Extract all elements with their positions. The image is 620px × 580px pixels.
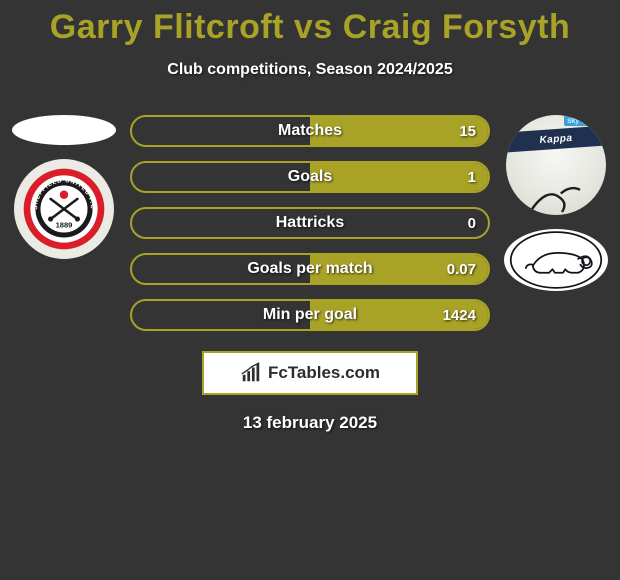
stat-right-value: 15 — [459, 117, 476, 145]
stat-row-matches: Matches 15 — [130, 115, 490, 147]
left-club-badge: 1889 SHEFFIELD UNITED F.C — [14, 159, 114, 259]
ram-icon — [506, 231, 606, 289]
left-player-column: 1889 SHEFFIELD UNITED F.C — [8, 115, 120, 259]
stat-bars: Matches 15 Goals 1 Hattricks 0 — [120, 115, 500, 331]
shield-icon: 1889 SHEFFIELD UNITED F.C — [22, 167, 106, 251]
snapshot-date: 13 february 2025 — [0, 413, 620, 433]
stat-row-mpg: Min per goal 1424 — [130, 299, 490, 331]
source-logo-text: FcTables.com — [268, 363, 380, 383]
page-subtitle: Club competitions, Season 2024/2025 — [0, 61, 620, 79]
right-player-column: sky BET Kappa — [500, 115, 612, 291]
stat-label: Hattricks — [132, 209, 488, 237]
stat-row-gpm: Goals per match 0.07 — [130, 253, 490, 285]
stat-right-value: 1 — [468, 163, 476, 191]
kit-sponsor-badge: sky BET — [564, 115, 600, 126]
kit-decoration-icon — [506, 155, 606, 215]
stat-label: Matches — [132, 117, 488, 145]
stat-row-goals: Goals 1 — [130, 161, 490, 193]
comparison-infographic: Garry Flitcroft vs Craig Forsyth Club co… — [0, 0, 620, 580]
stat-label: Goals per match — [132, 255, 488, 283]
stat-right-value: 1424 — [443, 301, 476, 329]
source-logo[interactable]: FcTables.com — [202, 351, 418, 395]
stat-row-hattricks: Hattricks 0 — [130, 207, 490, 239]
right-player-avatar: sky BET Kappa — [506, 115, 606, 215]
club-year: 1889 — [56, 220, 73, 229]
content-row: 1889 SHEFFIELD UNITED F.C Matches 15 — [0, 115, 620, 331]
page-title: Garry Flitcroft vs Craig Forsyth — [0, 0, 620, 47]
left-player-avatar — [12, 115, 116, 145]
bar-chart-icon — [240, 362, 262, 384]
stat-right-value: 0 — [468, 209, 476, 237]
stat-right-value: 0.07 — [447, 255, 476, 283]
right-club-badge — [504, 229, 608, 291]
kit-brand-strip: Kappa — [506, 125, 606, 153]
stat-label: Min per goal — [132, 301, 488, 329]
stat-label: Goals — [132, 163, 488, 191]
